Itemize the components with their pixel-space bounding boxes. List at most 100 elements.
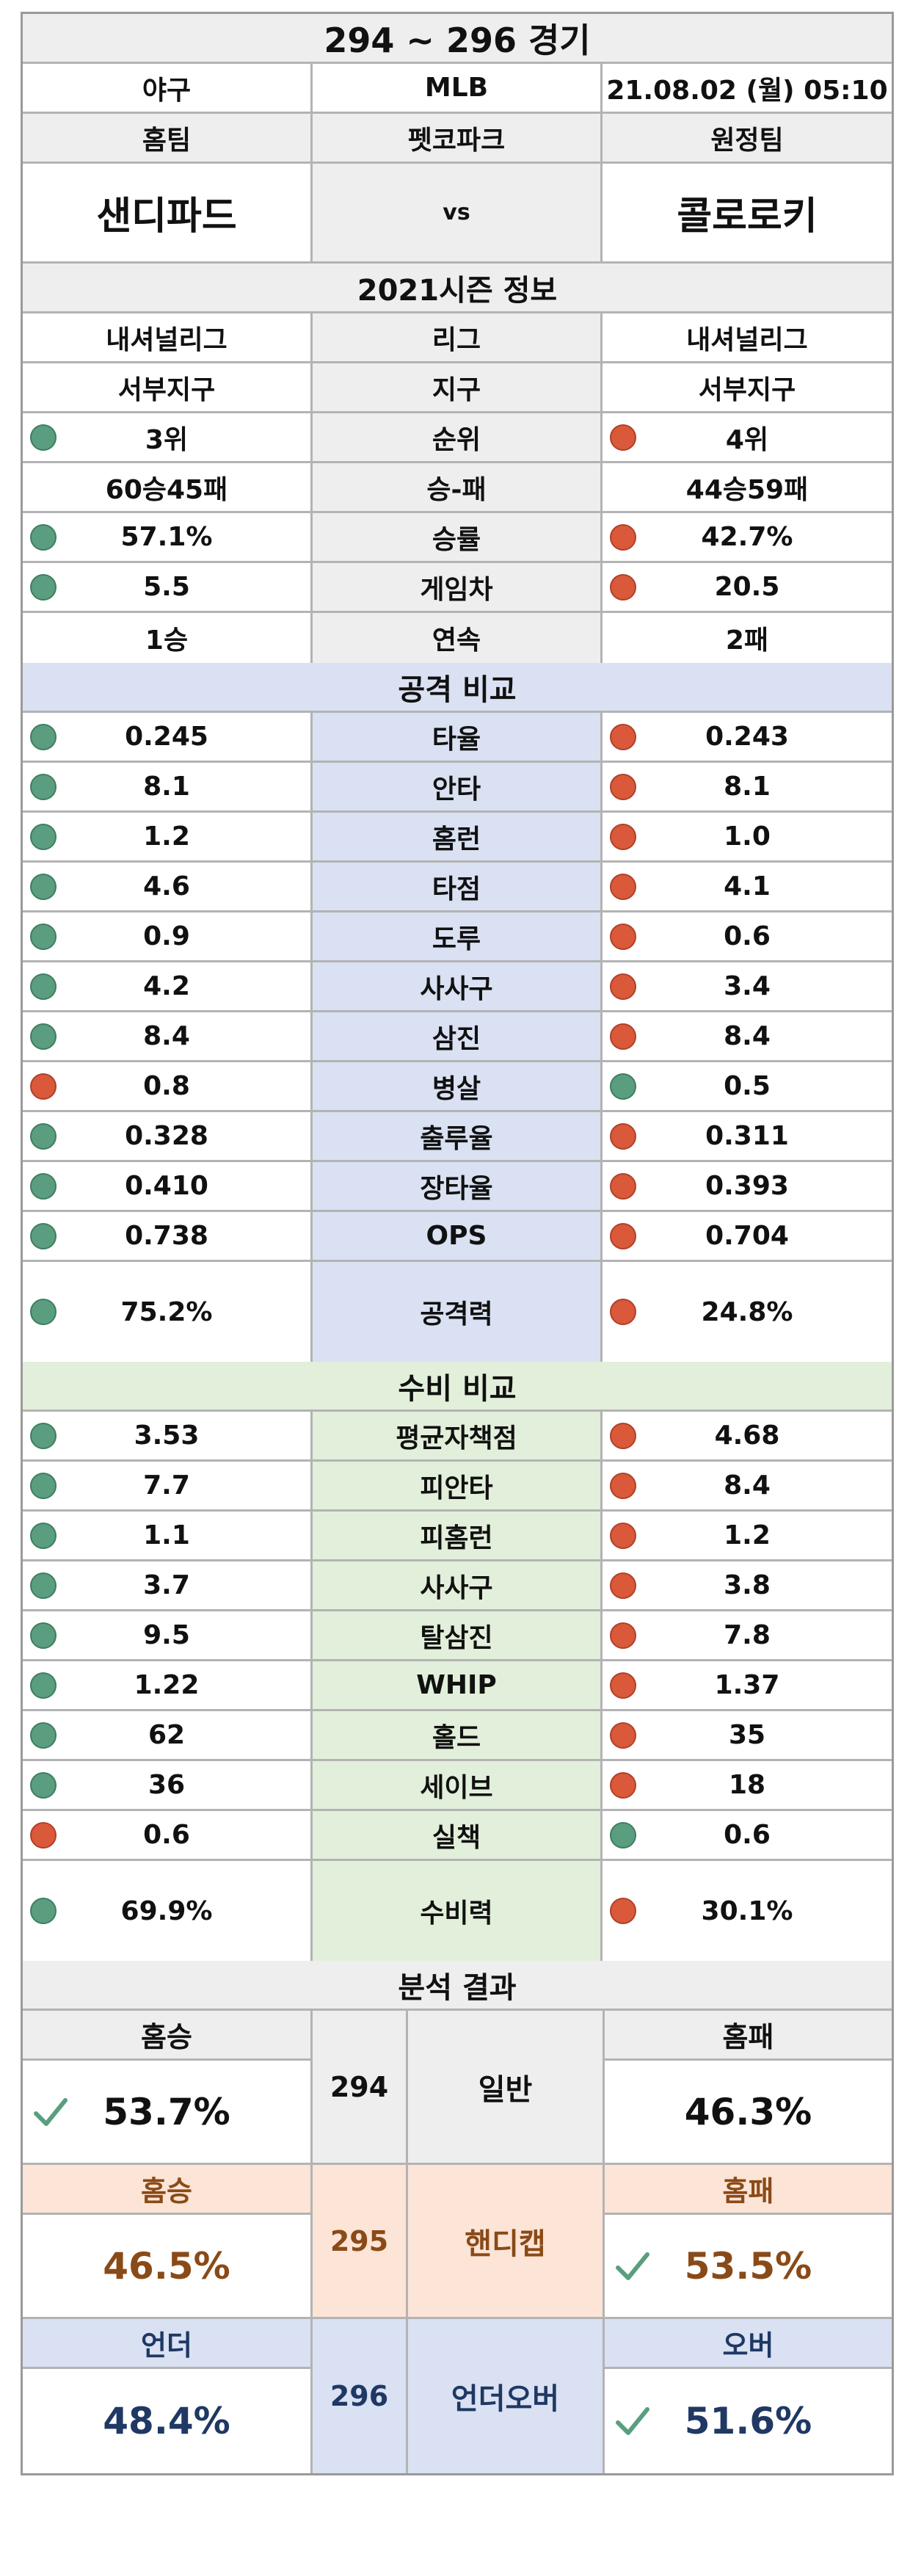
home-green-dot-icon: [30, 573, 57, 601]
away-stat-value: 2패: [603, 613, 892, 663]
away-stat-text: 0.6: [724, 1820, 771, 1850]
home-stat-value: 0.6: [23, 1811, 313, 1859]
away-stat-value: 18: [603, 1761, 892, 1809]
home-stat-value: 5.5: [23, 563, 313, 611]
away-stat-text: 20.5: [714, 572, 780, 602]
away-stat-value: 0.311: [603, 1112, 892, 1160]
bet-type: 일반: [478, 2072, 533, 2107]
home-stat-text: 4.2: [143, 971, 190, 1001]
stat-label: 피홈런: [313, 1512, 603, 1559]
home-green-dot-icon: [30, 424, 57, 451]
home-stat-text: 1.1: [143, 1520, 190, 1550]
home-stat-text: 0.245: [125, 722, 208, 752]
away-red-dot-icon: [610, 1172, 636, 1200]
away-stat-text: 0.311: [705, 1121, 789, 1151]
home-green-dot-icon: [30, 723, 57, 750]
home-stat-value: 36: [23, 1761, 313, 1809]
away-stat-value: 3.4: [603, 962, 892, 1010]
stat-label: 사사구: [313, 962, 603, 1010]
away-stat-text: 3.8: [724, 1570, 771, 1600]
stat-label: 피안타: [313, 1462, 603, 1509]
home-stat-text: 62: [148, 1720, 186, 1750]
stat-row: 0.738 OPS 0.704: [23, 1212, 892, 1262]
result-row: 홈승 46.5% 295 핸디캡 홈패 53.5%: [23, 2165, 892, 2319]
away-stat-value: 0.6: [603, 1811, 892, 1859]
checkmark-icon: [616, 2252, 649, 2280]
away-red-dot-icon: [610, 1898, 636, 1924]
match-sheet: 294 ~ 296 경기 야구 MLB 21.08.02 (월) 05:10 홈…: [21, 12, 894, 2475]
home-stat-value: 1.2: [23, 813, 313, 860]
away-stat-value: 20.5: [603, 563, 892, 611]
right-percent: 46.3%: [684, 2090, 812, 2133]
home-green-dot-icon: [30, 1472, 57, 1499]
right-result: 오버 51.6%: [603, 2319, 892, 2473]
away-stat-text: 8.4: [724, 1021, 771, 1051]
home-stat-value: 62: [23, 1711, 313, 1759]
stat-label: 삼진: [313, 1012, 603, 1060]
stat-row: 60승45패 승-패 44승59패: [23, 463, 892, 513]
season-title: 2021시즌 정보: [357, 273, 558, 308]
away-red-dot-icon: [610, 823, 636, 850]
home-stat-text: 69.9%: [120, 1895, 213, 1926]
away-stat-text: 7.8: [724, 1620, 771, 1650]
home-stat-value: 8.1: [23, 763, 313, 810]
away-stat-text: 4.1: [724, 871, 771, 901]
stat-label: 승률: [313, 513, 603, 561]
home-green-dot-icon: [30, 1898, 57, 1924]
right-result-value: 51.6%: [605, 2369, 892, 2473]
right-percent: 53.5%: [684, 2244, 812, 2287]
stat-label: 홈런: [313, 813, 603, 860]
left-result-label: 언더: [23, 2319, 310, 2369]
stat-row: 7.7 피안타 8.4: [23, 1462, 892, 1512]
away-green-dot-icon: [610, 1073, 636, 1100]
game-number: 294: [313, 2011, 408, 2163]
stat-label: 타점: [313, 863, 603, 910]
away-stat-text: 0.6: [724, 921, 771, 951]
home-green-dot-icon: [30, 1299, 57, 1325]
away-red-dot-icon: [610, 424, 636, 451]
home-stat-value: 4.2: [23, 962, 313, 1010]
stat-row: 62 홀드 35: [23, 1711, 892, 1761]
away-stat-value: 8.4: [603, 1012, 892, 1060]
right-result-label: 오버: [605, 2319, 892, 2369]
title-row: 294 ~ 296 경기: [23, 14, 892, 64]
stat-row: 0.328 출루율 0.311: [23, 1112, 892, 1162]
result-middle: 295 핸디캡: [313, 2165, 603, 2317]
home-stat-value: 0.9: [23, 913, 313, 960]
left-result: 홈승 46.5%: [23, 2165, 313, 2317]
home-green-dot-icon: [30, 773, 57, 800]
home-stat-text: 0.9: [143, 921, 190, 951]
away-stat-text: 3.4: [724, 971, 771, 1001]
away-stat-value: 4.1: [603, 863, 892, 910]
home-stat-text: 7.7: [143, 1470, 190, 1501]
defense-title: 수비 비교: [398, 1371, 517, 1406]
home-stat-value: 0.328: [23, 1112, 313, 1160]
stat-row: 0.410 장타율 0.393: [23, 1162, 892, 1212]
stat-row: 3.7 사사구 3.8: [23, 1561, 892, 1611]
home-stat-text: 75.2%: [120, 1296, 213, 1327]
result-middle: 296 언더오버: [313, 2319, 603, 2473]
home-green-dot-icon: [30, 823, 57, 850]
stat-row: 0.245 타율 0.243: [23, 713, 892, 763]
home-stat-text: 60승45패: [105, 474, 228, 505]
home-green-dot-icon: [30, 1422, 57, 1449]
stat-label: 수비력: [313, 1861, 603, 1961]
stat-row: 69.9% 수비력 30.1%: [23, 1861, 892, 1961]
home-stat-text: 0.410: [125, 1171, 208, 1201]
away-stat-text: 1.37: [714, 1670, 780, 1700]
result-row: 언더 48.4% 296 언더오버 오버 51.6%: [23, 2319, 892, 2473]
right-percent: 51.6%: [684, 2400, 812, 2442]
away-stat-value: 0.5: [603, 1062, 892, 1110]
stat-label: 홀드: [313, 1711, 603, 1759]
right-result: 홈패 46.3%: [603, 2011, 892, 2163]
away-red-dot-icon: [610, 973, 636, 1000]
home-stat-value: 1.1: [23, 1512, 313, 1559]
away-stat-text: 24.8%: [701, 1296, 793, 1327]
away-red-dot-icon: [610, 1721, 636, 1749]
analysis-title: 분석 결과: [398, 1970, 517, 2005]
away-stat-text: 0.704: [705, 1221, 789, 1251]
away-stat-value: 24.8%: [603, 1262, 892, 1362]
result-middle: 294 일반: [313, 2011, 603, 2163]
stat-row: 3.53 평균자책점 4.68: [23, 1412, 892, 1462]
home-green-dot-icon: [30, 1023, 57, 1050]
